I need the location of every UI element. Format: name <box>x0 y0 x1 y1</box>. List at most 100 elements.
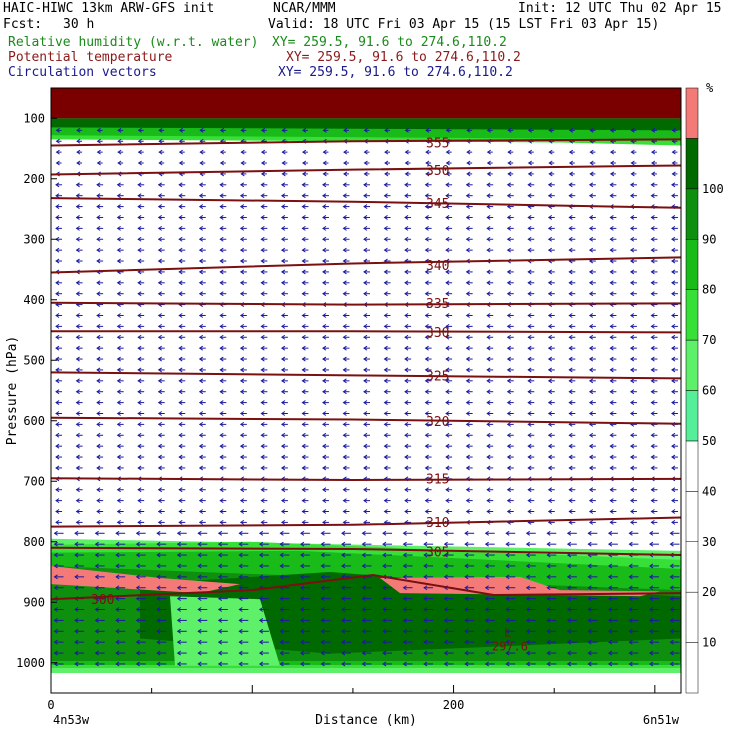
wind-vector-head <box>197 650 202 656</box>
wind-vector-head <box>75 291 80 297</box>
wind-vector-head <box>96 160 101 166</box>
colorbar-label: 40 <box>702 484 716 498</box>
wind-vector-head <box>404 443 409 449</box>
wind-vector-head <box>363 498 368 504</box>
wind-vector-head <box>484 530 489 536</box>
wind-vector-head <box>607 530 613 536</box>
wind-vector-head <box>650 411 655 416</box>
wind-vector-head <box>649 585 654 591</box>
wind-vector-head <box>566 585 572 591</box>
wind-vector-head <box>589 160 594 166</box>
wind-vector-head <box>115 585 120 591</box>
wind-vector-head <box>260 313 265 318</box>
wind-vector-head <box>322 193 327 199</box>
wind-vector-head <box>505 628 510 634</box>
wind-vector-head <box>423 585 428 591</box>
wind-vector-head <box>464 563 469 569</box>
wind-vector-head <box>116 367 121 373</box>
wind-vector-head <box>96 236 101 242</box>
wind-vector-head <box>671 171 676 177</box>
wind-vector-head <box>671 313 676 318</box>
wind-vector-head <box>629 378 635 384</box>
wind-vector-head <box>341 585 346 591</box>
wind-vector-head <box>219 443 224 449</box>
wind-vector-head <box>671 291 676 297</box>
wind-vector-head <box>239 236 245 242</box>
wind-vector-head <box>671 215 676 220</box>
wind-vector-head <box>219 465 224 471</box>
wind-vector-head <box>425 149 430 155</box>
wind-vector-head <box>322 204 327 209</box>
wind-vector-head <box>629 323 635 329</box>
wind-vector-head <box>53 639 58 645</box>
wind-vector-head <box>464 628 469 634</box>
wind-vector-head <box>607 617 613 623</box>
min-theta-value: 297.6 <box>492 640 528 654</box>
wind-vector-head <box>280 323 286 329</box>
wind-vector-head <box>279 541 284 547</box>
wind-vector-head <box>198 280 204 286</box>
wind-vector-head <box>219 236 224 242</box>
wind-vector-head <box>279 563 284 569</box>
wind-vector-head <box>363 465 368 471</box>
wind-vector-head <box>671 454 676 460</box>
wind-vector-head <box>547 378 553 384</box>
wind-vector-head <box>301 280 306 286</box>
wind-vector-head <box>260 291 265 297</box>
wind-vector-head <box>176 541 182 547</box>
wind-vector-head <box>55 313 60 318</box>
wind-vector-head <box>301 269 306 275</box>
wind-vector-head <box>55 432 60 438</box>
wind-vector-head <box>238 617 243 623</box>
wind-vector-head <box>322 182 327 188</box>
wind-vector-head <box>651 127 656 133</box>
wind-vector-head <box>116 411 121 416</box>
wind-vector-head <box>486 378 491 384</box>
wind-vector-head <box>404 269 409 275</box>
wind-vector-head <box>322 313 327 318</box>
wind-vector-head <box>363 204 368 209</box>
wind-vector-head <box>363 345 368 351</box>
wind-vector-head <box>279 596 284 602</box>
wind-vector-head <box>178 182 183 188</box>
wind-vector-head <box>137 334 142 340</box>
wind-vector-head <box>198 454 204 460</box>
wind-vector-head <box>609 193 614 199</box>
wind-vector-head <box>301 193 306 199</box>
wind-vector-head <box>527 247 532 253</box>
wind-vector-head <box>402 596 407 602</box>
wind-vector-head <box>198 225 204 231</box>
wind-vector-head <box>588 247 594 253</box>
wind-vector-head <box>568 498 573 504</box>
wind-vector-head <box>301 498 306 504</box>
wind-vector-head <box>568 171 574 177</box>
wind-vector-head <box>404 236 409 242</box>
wind-vector-head <box>94 585 99 591</box>
wind-vector-head <box>609 182 614 188</box>
wind-vector-head <box>53 563 58 569</box>
wind-vector-head <box>547 291 553 297</box>
wind-vector-head <box>506 345 511 351</box>
wind-vector-head <box>115 552 120 558</box>
wind-vector-head <box>217 607 223 612</box>
wind-vector-head <box>342 247 347 253</box>
wind-vector-head <box>300 607 305 612</box>
wind-vector-head <box>423 661 428 667</box>
wind-vector-head <box>363 193 368 199</box>
wind-vector-head <box>424 356 429 362</box>
wind-vector-head <box>547 182 553 188</box>
wind-vector-head <box>219 509 224 514</box>
wind-vector-head <box>465 225 470 231</box>
wind-vector-head <box>443 617 448 623</box>
wind-vector-head <box>609 345 614 351</box>
wind-vector-head <box>199 149 204 155</box>
wind-vector-head <box>669 628 674 634</box>
wind-vector-head <box>527 280 532 286</box>
wind-vector-head <box>669 563 674 569</box>
wind-vector-head <box>260 356 265 362</box>
wind-vector-head <box>75 204 80 209</box>
wind-vector-head <box>363 313 368 318</box>
wind-vector-head <box>363 454 368 460</box>
wind-vector-head <box>135 617 140 623</box>
